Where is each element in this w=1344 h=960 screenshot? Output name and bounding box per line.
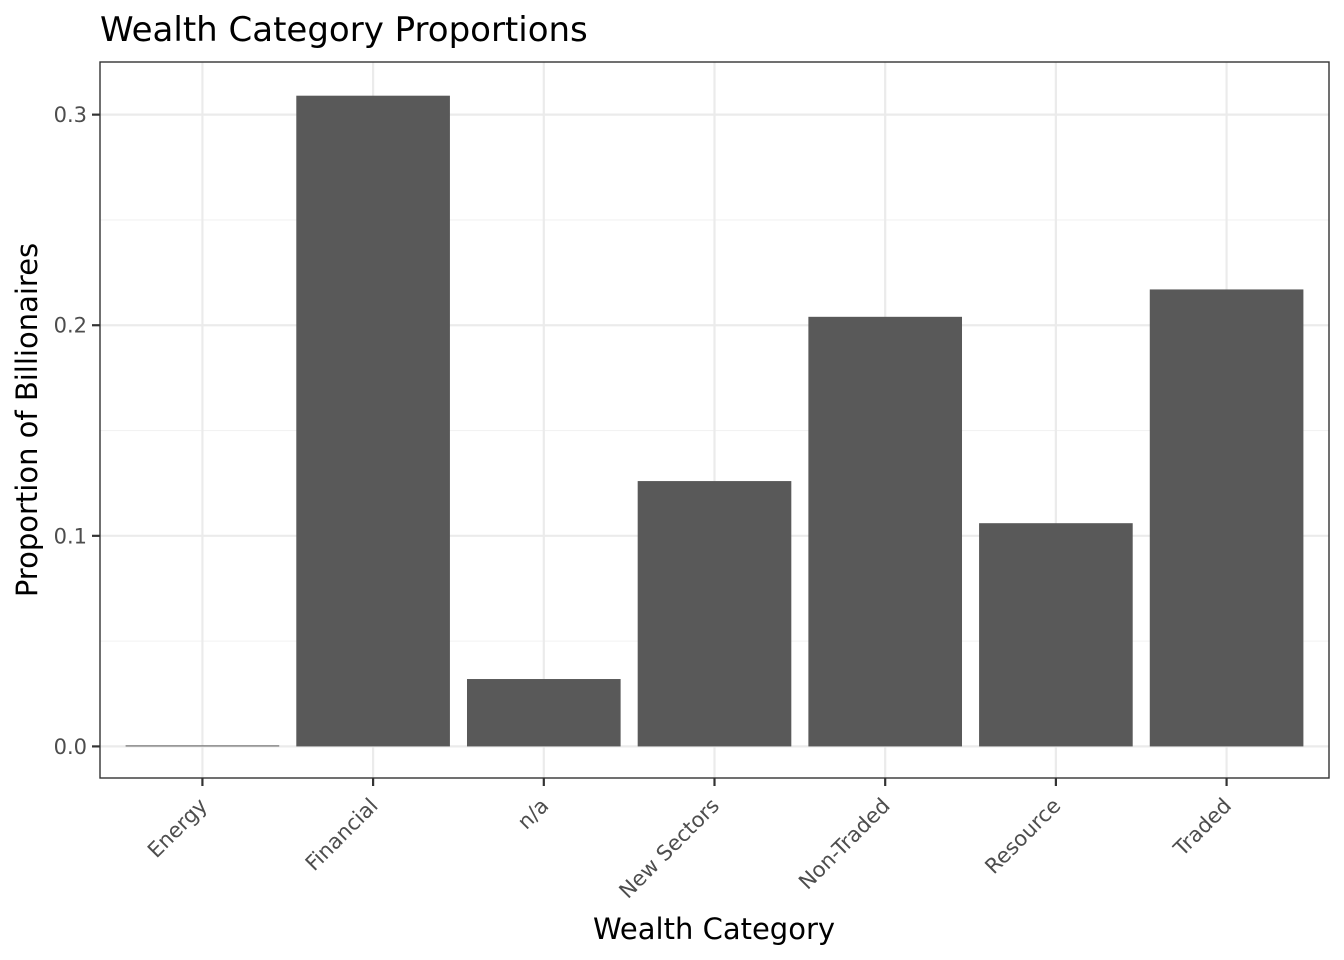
bar-energy	[125, 745, 280, 747]
x-tick-label: Resource	[980, 794, 1065, 879]
y-tick-label: 0.3	[54, 103, 87, 127]
bar-n-a	[466, 679, 621, 747]
y-axis-title: Proportion of Billionaires	[10, 243, 44, 597]
x-tick-label: Traded	[1168, 794, 1236, 862]
bar-traded	[1149, 289, 1304, 747]
x-axis: Energy Financial n/a New Sectors Non-Traded R…	[143, 778, 1236, 903]
x-tick-label: Financial	[301, 794, 383, 876]
plot-panel	[99, 61, 1330, 779]
bars	[125, 95, 1304, 747]
y-tick-label: 0.0	[54, 735, 87, 759]
y-tick-label: 0.1	[54, 524, 87, 548]
x-axis-title: Wealth Category	[593, 912, 835, 946]
x-tick-label: New Sectors	[614, 794, 724, 904]
x-tick-label: Non-Traded	[794, 794, 895, 895]
x-tick-label: Energy	[143, 794, 212, 863]
y-axis: 0.0 0.1 0.2 0.3	[54, 103, 100, 759]
bar-non-traded	[808, 316, 963, 747]
chart-title: Wealth Category Proportions	[100, 10, 588, 50]
bar-financial	[296, 95, 450, 747]
y-tick-label: 0.2	[54, 314, 87, 338]
bar-new-sectors	[637, 481, 792, 747]
x-tick-label: n/a	[513, 794, 553, 834]
bar-resource	[979, 523, 1133, 747]
